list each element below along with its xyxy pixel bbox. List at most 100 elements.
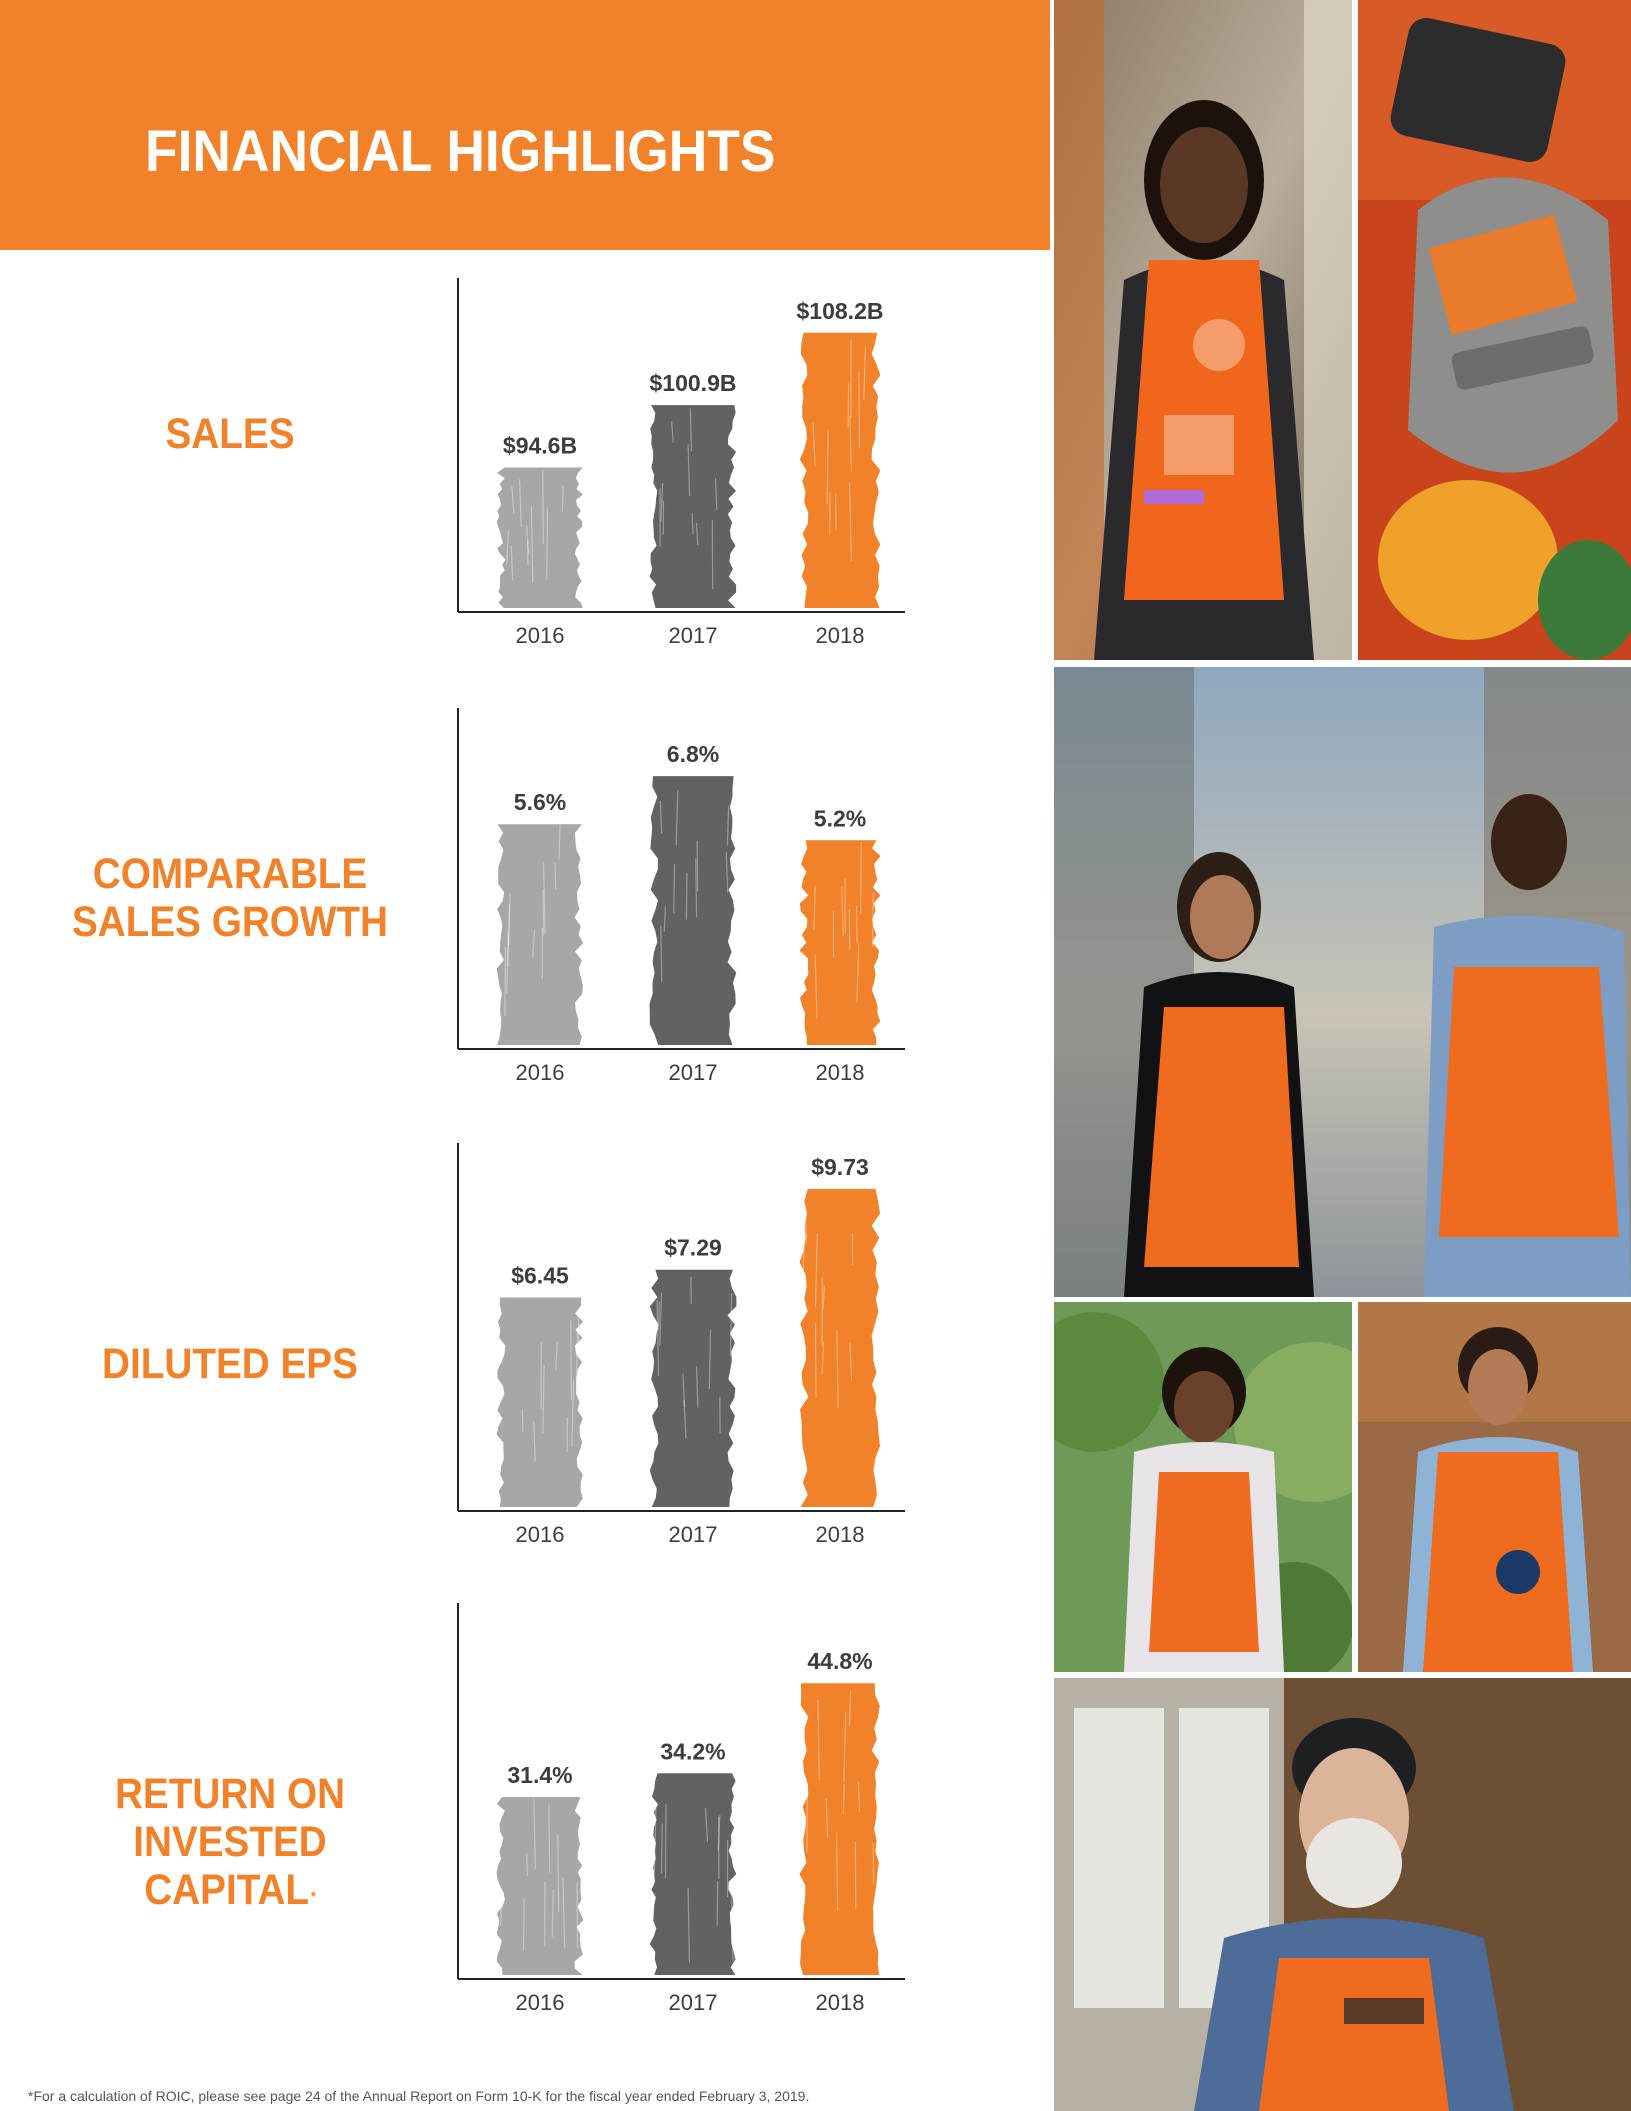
- comp-bar-texture: [554, 861, 557, 890]
- roic-bar-texture: [687, 1887, 690, 1963]
- sales-bar-texture: [863, 347, 866, 400]
- eps-bar-2017: [649, 1269, 737, 1507]
- eps-value-label-2018: $9.73: [811, 1154, 869, 1180]
- eps-bar-texture: [542, 1365, 545, 1434]
- roic-bar-texture: [817, 1700, 820, 1780]
- comp-bar-texture: [508, 893, 511, 946]
- roic-bar-2016: [496, 1797, 584, 1975]
- comp-tick-label-2017: 2017: [669, 1060, 718, 1085]
- roic-value-label-2016: 31.4%: [507, 1762, 572, 1788]
- roic-bar-texture: [843, 1712, 847, 1783]
- eps-bar-texture: [571, 1379, 575, 1447]
- eps-value-label-2017: $7.29: [664, 1235, 722, 1261]
- eps-tick-label-2017: 2017: [669, 1522, 718, 1547]
- sales-bar-2017: [649, 405, 737, 608]
- eps-bar-2016: [496, 1297, 584, 1507]
- comp-bar-texture: [660, 925, 663, 982]
- roic-tick-label-2017: 2017: [669, 1990, 718, 2015]
- comp-bar-texture: [725, 851, 729, 893]
- eps-bar-texture: [682, 1373, 686, 1407]
- comp-bar-texture: [507, 903, 510, 967]
- sales-bar-texture: [530, 506, 534, 583]
- roic-bar-texture: [857, 1781, 860, 1812]
- sales-tick-label-2016: 2016: [516, 623, 565, 648]
- comp-value-label-2016: 5.6%: [514, 789, 566, 815]
- roic-bar-texture: [848, 1690, 852, 1726]
- eps-bar-texture: [814, 1323, 817, 1399]
- comp-bar-texture: [696, 840, 699, 892]
- roic-bar-texture: [653, 1802, 657, 1875]
- eps-bar-texture: [822, 1285, 825, 1310]
- roic-bar-texture: [664, 1804, 667, 1879]
- comp-bar-texture: [726, 805, 730, 846]
- comp-bar-texture: [813, 885, 816, 930]
- sales-bar-texture: [510, 545, 514, 581]
- eps-bar-texture: [658, 1301, 660, 1331]
- comp-bar-texture: [848, 908, 851, 950]
- comp-bar-texture: [814, 954, 818, 1020]
- eps-bar-texture: [570, 1320, 572, 1401]
- sales-chart: $94.6B 2016 $100.9B 2017 $108.2B 2018: [440, 270, 920, 650]
- roic-bar-texture: [730, 1886, 734, 1962]
- sales-bar-texture: [561, 486, 564, 512]
- roic-bar-texture: [526, 1852, 528, 1877]
- sales-chart-svg: $94.6B 2016 $100.9B 2017 $108.2B 2018: [457, 278, 905, 648]
- eps-bar-texture: [802, 1202, 806, 1270]
- sales-bar-texture: [526, 525, 529, 554]
- sales-bar-texture: [506, 529, 509, 564]
- roic-bar-texture: [562, 1877, 566, 1949]
- roic-bar-2018: [799, 1683, 880, 1975]
- eps-bar-texture: [683, 1400, 687, 1439]
- roic-bar-texture: [704, 1807, 709, 1843]
- sales-bar-texture: [849, 415, 852, 473]
- sales-value-label-2016: $94.6B: [503, 432, 577, 458]
- comp-tick-label-2018: 2018: [816, 1060, 865, 1085]
- comp-bar-texture: [685, 873, 688, 920]
- eps-bar-texture: [555, 1341, 558, 1371]
- comp-tick-label-2016: 2016: [516, 1060, 565, 1085]
- sales-bar-texture: [847, 383, 850, 428]
- comparable-sales-growth-label: COMPARABLE SALES GROWTH: [59, 850, 401, 946]
- comp-bar-2016: [496, 824, 584, 1045]
- roic-bar-texture: [557, 1833, 560, 1912]
- roic-chart-svg: 31.4% 2016 34.2% 2017 44.8% 2018: [457, 1603, 905, 2015]
- sales-bar-texture: [511, 486, 515, 514]
- sales-bar-texture: [695, 522, 699, 546]
- sales-value-label-2018: $108.2B: [797, 298, 884, 324]
- comp-bar-texture: [675, 789, 679, 846]
- diluted-eps-chart: $6.45 2016 $7.29 2017 $9.73 2018: [440, 1135, 920, 1555]
- eps-bar-texture: [695, 1366, 699, 1408]
- sales-bar-texture: [519, 479, 522, 527]
- roic-bar-texture: [716, 1881, 719, 1926]
- eps-bar-texture: [804, 1205, 807, 1245]
- roic-footnote: *For a calculation of ROIC, please see p…: [28, 2088, 810, 2104]
- comp-bar-texture: [504, 947, 506, 1017]
- eps-bar-texture: [656, 1299, 660, 1377]
- comp-bar-texture: [841, 886, 844, 937]
- comp-value-label-2018: 5.2%: [814, 805, 866, 831]
- eps-label-line: DILUTED EPS: [102, 1340, 358, 1388]
- sales-tick-label-2018: 2018: [816, 623, 865, 648]
- comp-bar-texture: [860, 842, 862, 915]
- eps-bar-texture: [821, 1341, 825, 1375]
- roic-chart: 31.4% 2016 34.2% 2017 44.8% 2018: [440, 1595, 920, 2025]
- eps-bar-texture: [729, 1292, 733, 1356]
- comp-bar-2017: [649, 776, 737, 1045]
- eps-bar-texture: [533, 1420, 536, 1462]
- eps-bar-texture: [659, 1293, 663, 1347]
- comp-bar-texture: [542, 889, 545, 936]
- eps-bar-texture: [814, 1233, 818, 1308]
- roic-bar-texture: [548, 1804, 551, 1873]
- sales-bar-texture: [546, 508, 549, 581]
- roic-bar-texture: [717, 1815, 721, 1851]
- roic-bar-texture: [500, 1896, 503, 1926]
- sales-bar-2018: [799, 332, 881, 608]
- comp-label-line-2: SALES GROWTH: [71, 898, 389, 946]
- comp-value-label-2017: 6.8%: [667, 741, 719, 767]
- eps-tick-label-2016: 2016: [516, 1522, 565, 1547]
- comparable-sales-growth-chart: 5.6% 2016 6.8% 2017 5.2% 2018: [440, 700, 920, 1090]
- sales-bar-texture: [848, 482, 852, 562]
- eps-value-label-2016: $6.45: [511, 1263, 569, 1289]
- sales-bar-2016: [496, 467, 583, 608]
- eps-chart-svg: $6.45 2016 $7.29 2017 $9.73 2018: [457, 1143, 905, 1547]
